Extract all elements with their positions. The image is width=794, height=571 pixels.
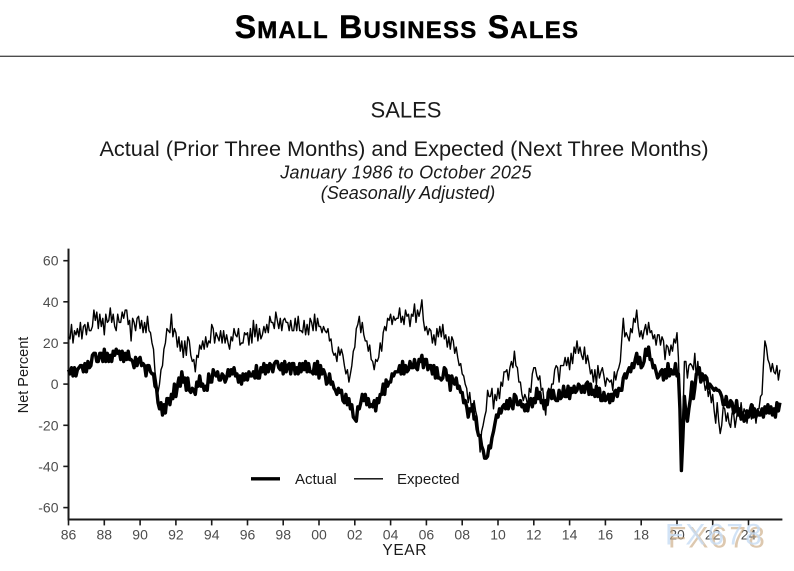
svg-text:Expected: Expected xyxy=(397,471,460,488)
svg-text:16: 16 xyxy=(598,527,614,543)
svg-text:40: 40 xyxy=(43,294,59,310)
svg-text:60: 60 xyxy=(43,253,59,269)
svg-text:20: 20 xyxy=(669,527,685,543)
svg-text:20: 20 xyxy=(43,335,59,351)
svg-text:22: 22 xyxy=(705,527,721,543)
svg-text:0: 0 xyxy=(51,376,59,392)
svg-text:-60: -60 xyxy=(38,500,58,516)
svg-text:SMALL BUSINESS SALES: SMALL BUSINESS SALES xyxy=(235,9,580,45)
svg-text:90: 90 xyxy=(132,527,148,543)
svg-text:-20: -20 xyxy=(38,417,58,433)
svg-text:86: 86 xyxy=(61,527,77,543)
svg-text:02: 02 xyxy=(347,527,363,543)
svg-text:96: 96 xyxy=(240,527,256,543)
svg-text:98: 98 xyxy=(275,527,291,543)
svg-text:04: 04 xyxy=(383,527,399,543)
svg-text:Actual (Prior Three Months) an: Actual (Prior Three Months) and Expected… xyxy=(99,136,708,161)
svg-text:08: 08 xyxy=(454,527,470,543)
svg-text:14: 14 xyxy=(562,527,578,543)
svg-text:00: 00 xyxy=(311,527,327,543)
svg-text:18: 18 xyxy=(633,527,649,543)
svg-text:92: 92 xyxy=(168,527,184,543)
svg-text:06: 06 xyxy=(419,527,435,543)
svg-text:(Seasonally Adjusted): (Seasonally Adjusted) xyxy=(321,183,495,203)
svg-text:FX678: FX678 xyxy=(668,521,767,554)
svg-text:Actual: Actual xyxy=(295,471,337,488)
svg-text:January 1986 to October 2025: January 1986 to October 2025 xyxy=(279,163,532,183)
svg-text:88: 88 xyxy=(97,527,113,543)
svg-text:SALES: SALES xyxy=(371,97,442,122)
svg-text:10: 10 xyxy=(490,527,506,543)
svg-text:24: 24 xyxy=(741,527,757,543)
svg-text:94: 94 xyxy=(204,527,220,543)
svg-text:FX678: FX678 xyxy=(665,518,764,551)
svg-text:12: 12 xyxy=(526,527,542,543)
svg-text:YEAR: YEAR xyxy=(382,542,427,559)
svg-text:-40: -40 xyxy=(38,458,58,474)
svg-text:Net Percent: Net Percent xyxy=(16,337,32,414)
